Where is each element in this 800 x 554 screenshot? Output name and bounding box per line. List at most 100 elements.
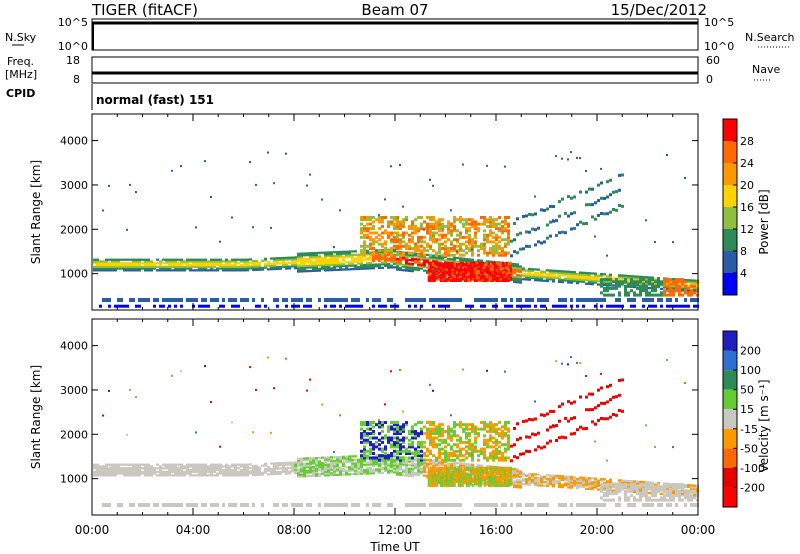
power-cell <box>270 264 273 267</box>
velocity-cell <box>105 470 108 473</box>
power-cell <box>138 304 141 308</box>
velocity-cell <box>381 425 384 429</box>
power-cell <box>384 264 387 268</box>
velocity-cell <box>309 462 312 465</box>
power-cell <box>276 304 279 308</box>
power-cell <box>444 255 447 258</box>
velocity-cell <box>138 472 141 475</box>
velocity-cell <box>429 443 432 447</box>
nave-tick-top: 60 <box>706 54 720 67</box>
velocity-cell <box>369 459 372 463</box>
velocity-cell <box>519 436 522 440</box>
power-cell <box>687 284 690 287</box>
power-cell <box>552 304 555 308</box>
power-cell <box>339 268 342 271</box>
power-cell <box>479 277 482 281</box>
velocity-cell <box>432 445 435 449</box>
velocity-cell <box>216 463 219 466</box>
power-cell <box>420 267 423 270</box>
velocity-cell <box>105 468 108 472</box>
power-cell <box>459 298 462 302</box>
power-cell <box>324 267 327 270</box>
velocity-cell <box>315 474 318 477</box>
velocity-cell <box>495 440 498 444</box>
power-cell <box>528 275 531 278</box>
velocity-cell <box>156 463 159 466</box>
velocity-cell <box>99 474 102 477</box>
power-cell <box>475 276 478 280</box>
power-cell <box>228 265 231 268</box>
power-cell <box>546 269 549 272</box>
power-cell <box>516 274 519 277</box>
power-cell <box>663 289 666 293</box>
power-cell <box>693 279 696 282</box>
power-cell <box>321 251 324 254</box>
power-cell <box>516 251 519 255</box>
velocity-cell <box>390 421 393 424</box>
power-cell <box>486 164 488 167</box>
power-cell <box>342 264 345 268</box>
velocity-cell <box>342 473 345 476</box>
velocity-cell <box>360 463 363 467</box>
velocity-cell <box>411 456 414 460</box>
power-cell <box>585 271 588 275</box>
power-cell <box>618 282 621 286</box>
power-cell <box>411 220 414 224</box>
power-cell <box>234 267 237 270</box>
velocity-cell <box>138 503 141 507</box>
power-cell <box>285 152 287 155</box>
power-cell <box>687 291 690 295</box>
velocity-cell <box>507 434 510 438</box>
velocity-cell <box>114 474 117 477</box>
velocity-cell <box>111 467 114 470</box>
velocity-cell <box>549 483 552 486</box>
velocity-cell <box>342 461 345 464</box>
velocity-cell <box>369 452 372 455</box>
power-cell <box>405 216 408 219</box>
velocity-cell <box>423 433 425 436</box>
power-cell <box>431 272 434 276</box>
power-cell <box>639 275 642 278</box>
power-cell <box>417 238 420 242</box>
velocity-cell <box>483 466 486 469</box>
power-cell <box>459 235 462 239</box>
velocity-cell <box>426 447 429 451</box>
velocity-cell <box>186 470 189 473</box>
power-cell <box>435 251 438 255</box>
power-cell <box>225 267 228 270</box>
velocity-cell <box>324 468 327 472</box>
power-cell <box>285 256 288 259</box>
power-cell <box>439 264 442 268</box>
power-cell <box>147 263 150 267</box>
velocity-cell <box>570 482 573 486</box>
velocity-cell <box>207 467 210 470</box>
velocity-cell <box>489 423 492 427</box>
velocity-cell <box>414 447 417 451</box>
power-cell <box>309 264 312 267</box>
velocity-cell <box>384 469 387 473</box>
velocity-cell <box>420 458 423 462</box>
power-cell <box>603 289 606 293</box>
velocity-cell <box>396 462 399 466</box>
power-cell <box>570 270 573 274</box>
power-cell <box>417 253 420 257</box>
power-cell <box>528 276 531 280</box>
power-cell <box>381 256 384 259</box>
velocity-cell <box>552 485 555 488</box>
power-cell <box>147 265 150 268</box>
power-cell <box>417 240 420 244</box>
power-cell <box>273 257 276 260</box>
velocity-cell <box>540 479 543 482</box>
power-cell <box>222 269 225 272</box>
velocity-cell <box>471 463 474 466</box>
power-cell <box>438 255 441 258</box>
power-cell <box>396 231 399 235</box>
power-cell <box>645 284 648 288</box>
power-cell <box>411 231 414 235</box>
velocity-cell <box>585 375 587 377</box>
power-cell <box>663 284 666 287</box>
power-cell <box>443 273 446 277</box>
velocity-cell <box>174 463 177 466</box>
power-cell <box>282 298 285 302</box>
power-cell <box>471 275 474 278</box>
